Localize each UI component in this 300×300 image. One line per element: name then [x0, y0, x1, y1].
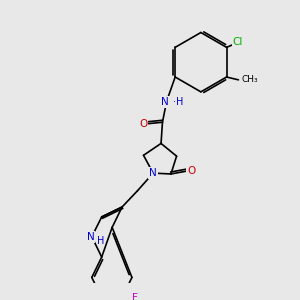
Text: F: F [132, 293, 138, 300]
Text: O: O [139, 119, 147, 129]
Text: N: N [86, 232, 94, 242]
Text: N: N [149, 168, 157, 178]
Text: N: N [161, 98, 169, 107]
Text: CH₃: CH₃ [242, 75, 259, 84]
Text: Cl: Cl [233, 37, 243, 47]
Text: H: H [98, 236, 105, 246]
Text: ·H: ·H [173, 98, 183, 107]
Text: O: O [188, 166, 196, 176]
